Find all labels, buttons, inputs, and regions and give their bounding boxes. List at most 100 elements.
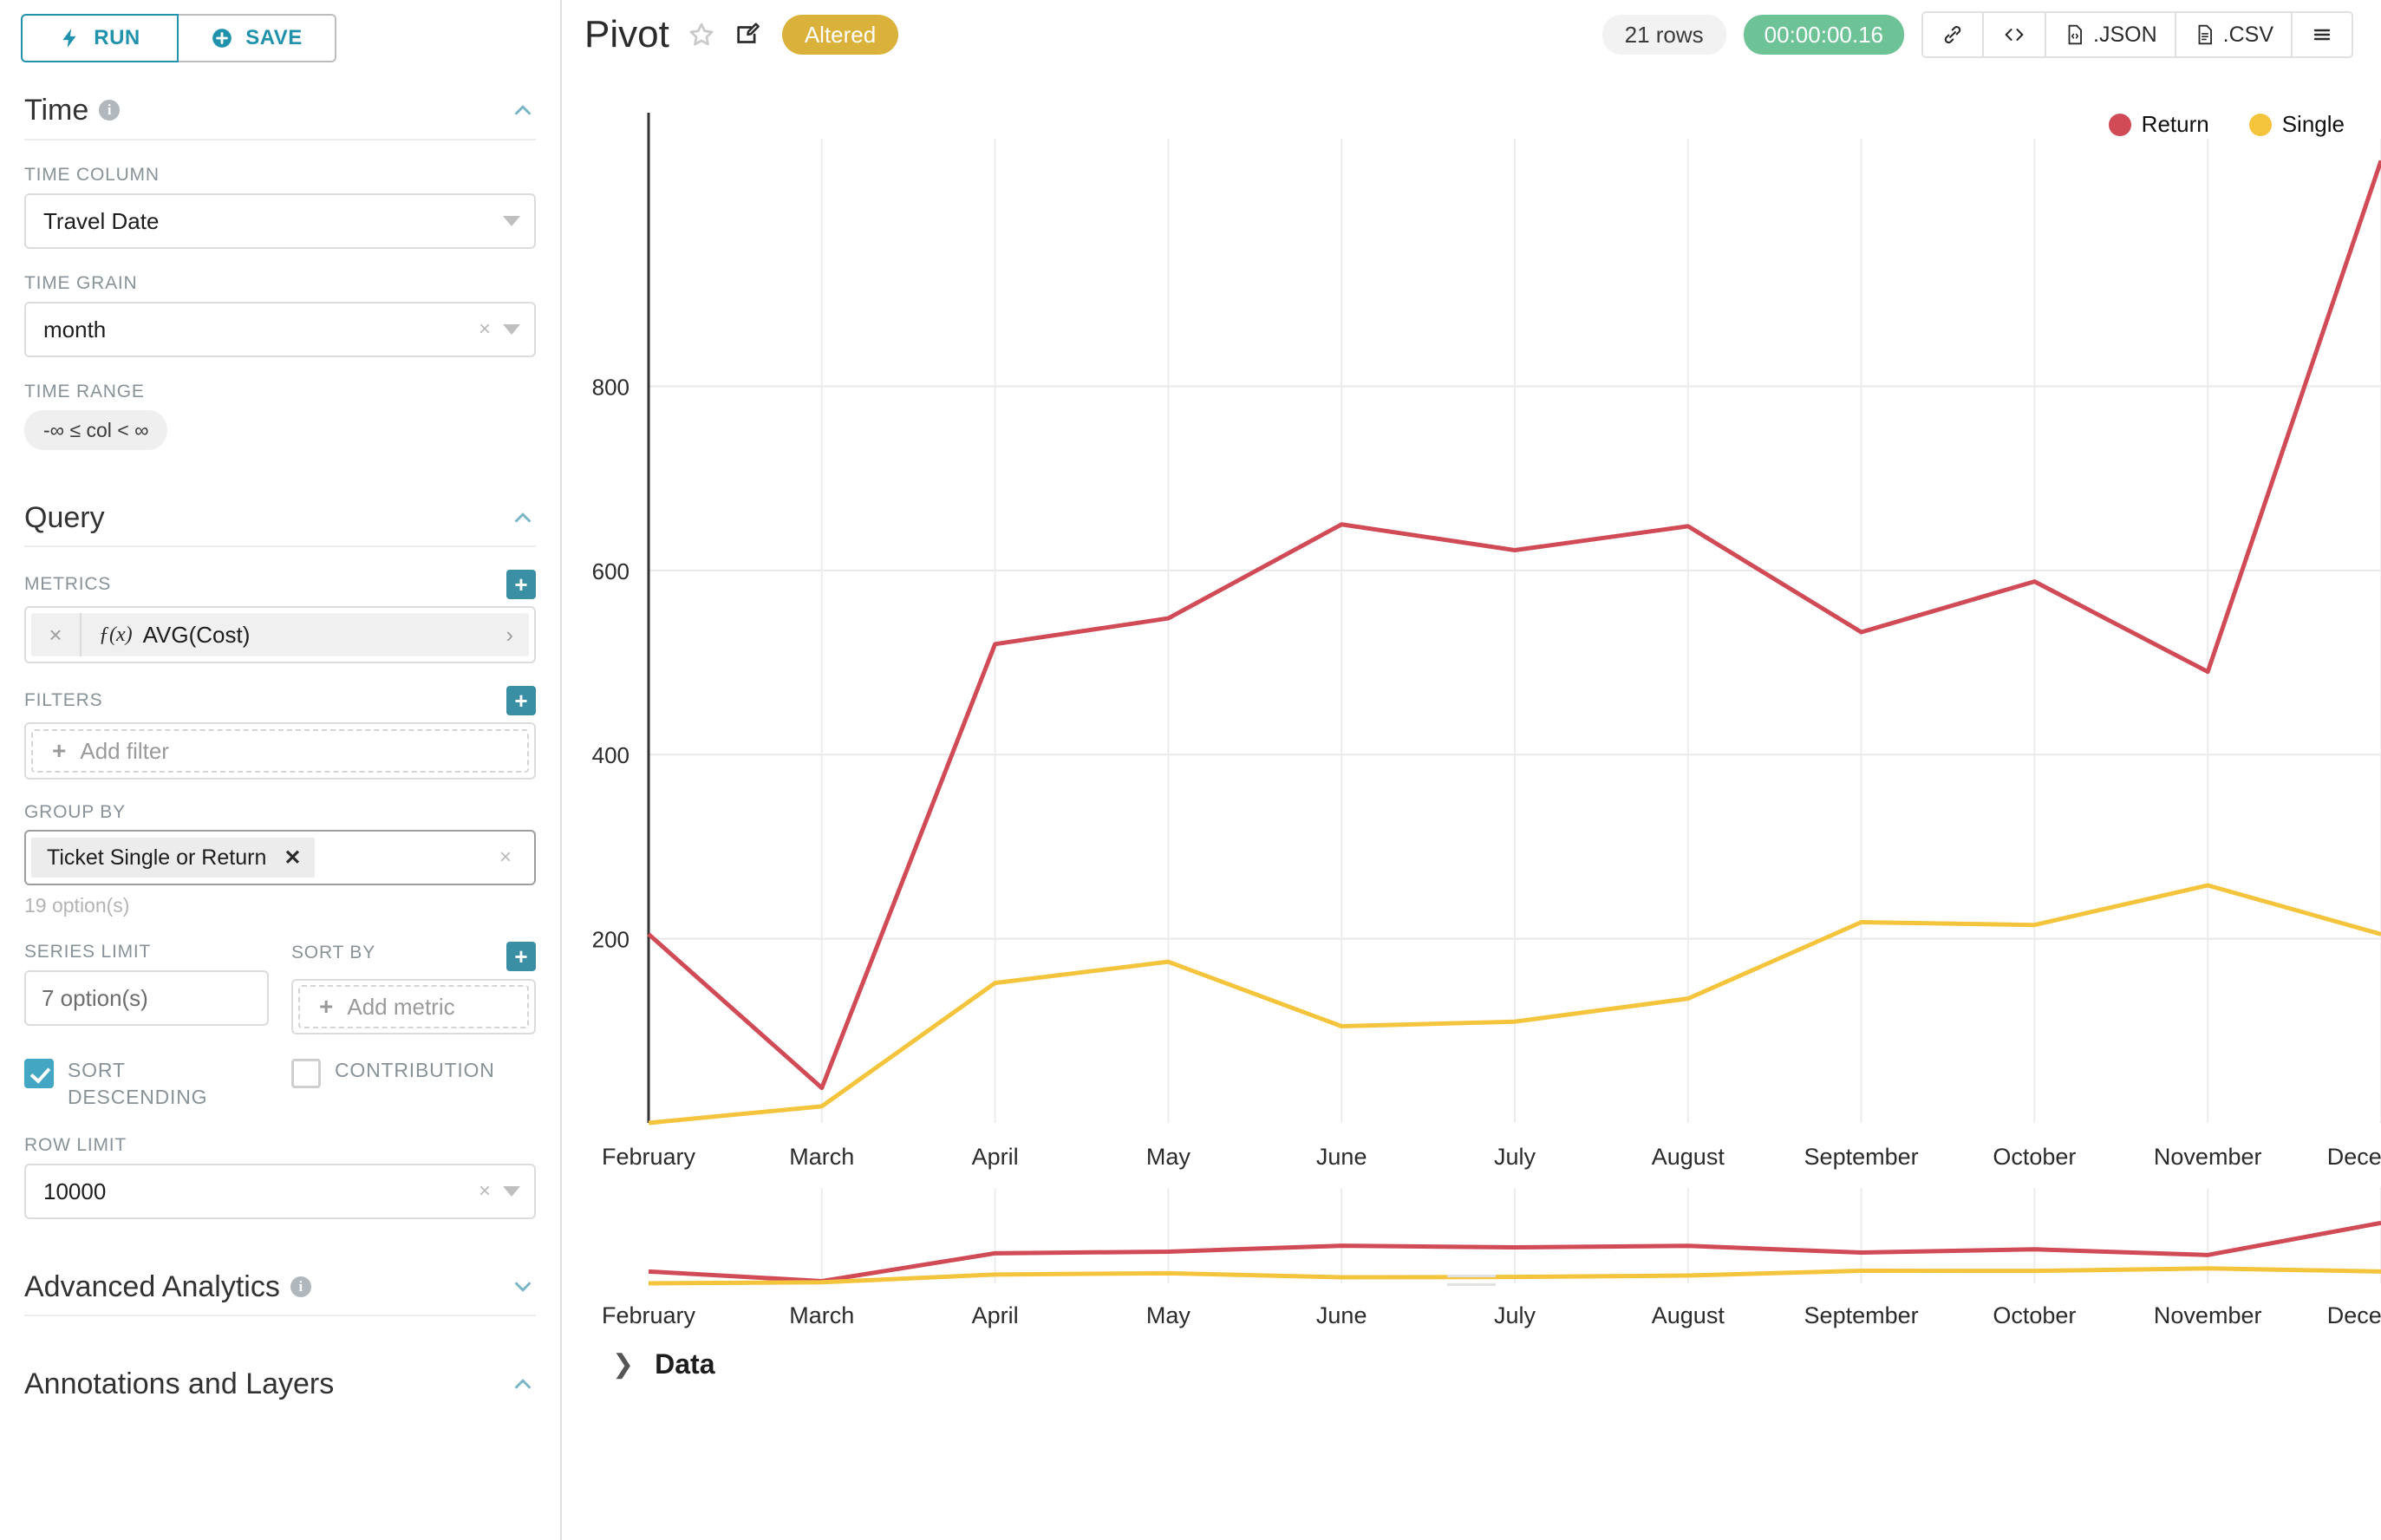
time-panel-header[interactable]: Time i	[0, 85, 560, 135]
contribution-label: CONTRIBUTION	[335, 1059, 495, 1081]
query-panel-header[interactable]: Query	[0, 493, 560, 542]
row-limit-select[interactable]: 10000 ×	[24, 1164, 536, 1220]
save-button-label: SAVE	[245, 26, 303, 49]
y-axis-tick-label: 200	[592, 927, 629, 953]
view-query-button[interactable]	[1984, 13, 2047, 56]
brush-series-single	[648, 1266, 2381, 1286]
legend-item-single[interactable]: Single	[2248, 111, 2345, 138]
sort-by-label-row: SORT BY +	[291, 942, 536, 971]
chart-header-actions: 21 rows 00:00:00.16	[1601, 11, 2353, 58]
export-csv-label: .CSV	[2222, 22, 2273, 47]
checkbox-checked-icon[interactable]	[24, 1059, 54, 1088]
sort-descending-checkbox[interactable]: SORT DESCENDING	[24, 1057, 269, 1111]
hamburger-icon	[2313, 29, 2331, 41]
plus-circle-icon	[212, 29, 232, 48]
checkbox-unchecked-icon[interactable]	[291, 1059, 321, 1088]
time-grain-select[interactable]: month ×	[24, 302, 536, 357]
chevron-up-icon[interactable]	[510, 505, 536, 531]
resize-handle[interactable]	[1447, 1275, 1496, 1292]
time-column-field: TIME COLUMN Travel Date	[0, 165, 560, 249]
save-button[interactable]: SAVE	[179, 14, 336, 62]
clear-icon[interactable]: ×	[478, 1179, 491, 1204]
chart-panel: Pivot Altered 21 rows 00:00:00.16	[562, 0, 2381, 1540]
contribution-checkbox[interactable]: CONTRIBUTION	[291, 1057, 536, 1111]
function-icon: ƒ(x)	[99, 623, 133, 646]
brush-x-axis-tick-label: April	[972, 1302, 1019, 1328]
share-link-button[interactable]	[1923, 13, 1985, 56]
sort-by-field: SORT BY + + Add metric	[291, 942, 536, 1034]
add-sort-metric-button[interactable]: +	[506, 942, 536, 971]
advanced-analytics-header[interactable]: Advanced Analytics i	[0, 1263, 560, 1311]
link-icon	[1944, 25, 1961, 44]
series-line-return	[647, 160, 2381, 1091]
run-button-label: RUN	[94, 26, 140, 49]
group-by-select[interactable]: Ticket Single or Return ✕ ×	[24, 830, 536, 885]
add-filter-button[interactable]: +	[506, 686, 536, 715]
sort-by-label: SORT BY	[291, 942, 376, 962]
chevron-down-icon	[503, 324, 520, 335]
export-json-button[interactable]: .JSON	[2046, 13, 2176, 56]
run-button[interactable]: RUN	[21, 14, 179, 62]
row-limit-label: ROW LIMIT	[24, 1135, 127, 1156]
x-axis-tick-label: April	[972, 1144, 1019, 1170]
filters-label-row: FILTERS +	[0, 686, 560, 715]
add-sort-metric-dropzone[interactable]: + Add metric	[298, 985, 529, 1028]
chevron-down-icon[interactable]	[510, 1274, 536, 1300]
time-column-select[interactable]: Travel Date	[24, 193, 536, 249]
brush-x-axis-tick-label: June	[1316, 1302, 1367, 1328]
legend-item-return[interactable]: Return	[2108, 111, 2209, 138]
add-metric-placeholder: Add metric	[347, 993, 455, 1020]
time-range-value[interactable]: -∞ ≤ col < ∞	[24, 410, 168, 450]
code-icon	[2005, 29, 2024, 41]
add-filter-dropzone[interactable]: + Add filter	[31, 729, 529, 773]
line-chart-svg[interactable]: 200 400 600 800 February March April May June Jul…	[562, 104, 2381, 1405]
chevron-up-icon[interactable]	[510, 97, 536, 123]
star-icon[interactable]	[687, 20, 716, 49]
series-limit-select[interactable]: 7 option(s)	[24, 970, 269, 1026]
control-panel-sidebar: RUN SAVE Time i TIME COLUMN Travel Date	[0, 0, 562, 1540]
x-axis-tick-label: May	[1146, 1144, 1191, 1170]
group-by-label: GROUP BY	[24, 802, 126, 822]
x-axis-tick-label: November	[2154, 1144, 2262, 1170]
edit-icon[interactable]	[734, 20, 763, 49]
x-axis-tick-label: July	[1494, 1144, 1536, 1170]
remove-tag-icon[interactable]: ✕	[284, 845, 302, 870]
query-timer-badge: 00:00:00.16	[1743, 15, 1905, 55]
legend-label: Single	[2281, 111, 2345, 137]
x-axis-tick-label: June	[1316, 1144, 1367, 1170]
series-limit-value: 7 option(s)	[42, 984, 148, 1011]
brush-x-axis-tick-label: August	[1652, 1302, 1725, 1328]
y-axis-tick-label: 600	[592, 558, 629, 584]
add-metric-button[interactable]: +	[506, 570, 536, 599]
annotations-header[interactable]: Annotations and Layers	[0, 1360, 560, 1408]
plus-icon: +	[319, 993, 334, 1020]
group-by-tag[interactable]: Ticket Single or Return ✕	[31, 838, 316, 878]
lightning-icon	[62, 29, 76, 48]
sort-by-box: + Add metric	[291, 979, 536, 1034]
legend-color-swatch	[2248, 113, 2272, 136]
clear-icon[interactable]: ×	[478, 317, 491, 341]
panel-divider	[24, 545, 536, 547]
remove-metric-icon[interactable]: ×	[31, 613, 82, 656]
chart-canvas: Return Single 200 400 600 800 February March A…	[562, 69, 2381, 1405]
brush-x-axis-tick-label: December	[2327, 1302, 2381, 1328]
chevron-up-icon[interactable]	[510, 1371, 536, 1397]
info-icon[interactable]: i	[99, 100, 121, 121]
info-icon[interactable]: i	[290, 1276, 311, 1298]
file-csv-icon	[2198, 24, 2212, 45]
metric-chip[interactable]: × ƒ(x) AVG(Cost) ›	[31, 613, 529, 656]
legend-label: Return	[2141, 111, 2209, 137]
row-limit-field: ROW LIMIT 10000 ×	[0, 1135, 560, 1220]
export-csv-button[interactable]: .CSV	[2176, 13, 2293, 56]
more-menu-button[interactable]	[2293, 13, 2352, 56]
data-section-toggle[interactable]: ❯ Data	[612, 1348, 715, 1380]
annotations-title: Annotations and Layers	[24, 1367, 335, 1400]
chevron-down-icon	[503, 216, 520, 226]
row-limit-value: 10000	[43, 1178, 107, 1204]
x-axis-tick-label: December	[2327, 1144, 2381, 1170]
chevron-right-icon[interactable]: ›	[506, 621, 513, 648]
checkbox-row: SORT DESCENDING CONTRIBUTION	[0, 1057, 560, 1111]
brush-x-axis-tick-label: October	[1993, 1302, 2076, 1328]
clear-icon[interactable]: ×	[499, 845, 512, 869]
metrics-box: × ƒ(x) AVG(Cost) ›	[24, 606, 536, 663]
